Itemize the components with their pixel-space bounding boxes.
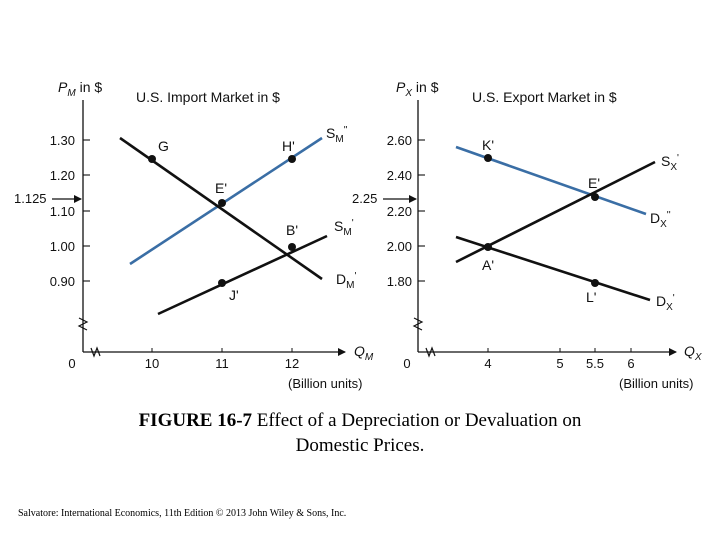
export-equilibrium-price-label: 2.25 [352,191,377,206]
export-market-panel: PX in $ U.S. Export Market in $ 2.60 2.4… [352,79,702,391]
export-x-tick-label: 6 [627,356,634,371]
export-x-axis-break [425,346,436,358]
import-point-label-j-prime: J' [229,287,239,303]
export-y-ticks [418,139,425,282]
export-origin-label: 0 [403,356,410,371]
export-y-tick-label: 2.60 [387,133,412,148]
export-point-l-prime [591,279,599,287]
import-y-tick-label: 1.00 [50,239,75,254]
export-point-k-prime [484,154,492,162]
import-point-label-g: G [158,138,169,154]
import-x-unit-label: (Billion units) [288,376,362,391]
import-x-tick-label: 11 [215,356,229,371]
export-x-unit-label: (Billion units) [619,376,693,391]
import-point-label-h-prime: H' [282,138,295,154]
import-point-label-e-prime: E' [215,180,227,196]
import-equilibrium-price-label: 1.125 [14,191,47,206]
import-point-h-prime [288,155,296,163]
export-curve-label-s-x-prime: SX' [661,153,679,173]
import-x-axis-break [90,346,101,358]
import-supply-curve-s-m-prime [157,234,328,316]
import-origin-label: 0 [68,356,75,371]
import-x-axis-label: QM [354,343,374,363]
figure-number: FIGURE 16-7 [138,410,253,431]
import-point-e-prime [218,199,226,207]
import-curve-label-d-m-prime: DM' [336,271,356,291]
import-x-tick-label: 10 [145,356,159,371]
import-curve-label-s-m-double-prime: SM'' [326,125,348,145]
export-y-tick-label: 2.00 [387,239,412,254]
import-y-tick-label: 1.10 [50,204,75,219]
import-point-label-b-prime: B' [286,222,298,238]
import-y-tick-label: 1.20 [50,168,75,183]
import-y-tick-label: 0.90 [50,274,75,289]
export-x-axis-label: QX [684,343,702,363]
export-y-tick-label: 2.40 [387,168,412,183]
export-point-e-prime [591,193,599,201]
export-point-label-l-prime: L' [586,289,596,305]
figure-caption: FIGURE 16-7 Effect of a Depreciation or … [0,408,720,458]
import-y-axis-label: PM in $ [58,79,102,99]
export-chart-title: U.S. Export Market in $ [472,89,617,105]
export-x-tick-label: 4 [484,356,491,371]
export-y-axis-break [412,317,424,331]
caption-line-2: Domestic Prices. [295,435,425,456]
import-point-g [148,155,156,163]
export-y-tick-label: 1.80 [387,274,412,289]
import-x-tick-label: 12 [285,356,299,371]
export-y-axis-label: PX in $ [396,79,439,99]
export-y-tick-label: 2.20 [387,204,412,219]
copyright-credit: Salvatore: International Economics, 11th… [18,508,347,519]
export-curve-label-d-x-prime: DX' [656,293,675,313]
import-chart-title: U.S. Import Market in $ [136,89,280,105]
export-x-tick-label: 5.5 [586,356,604,371]
import-market-panel: PM in $ U.S. Import Market in $ 1.30 1.2… [14,79,374,391]
caption-line-1: Effect of a Depreciation or Devaluation … [252,410,582,431]
export-x-tick-label: 5 [556,356,563,371]
import-y-tick-label: 1.30 [50,133,75,148]
import-curve-label-s-m-prime: SM' [334,218,354,238]
export-point-label-e-prime: E' [588,175,600,191]
import-y-axis-break [77,317,89,331]
import-point-b-prime [288,243,296,251]
export-point-label-k-prime: K' [482,137,494,153]
import-y-ticks [83,139,90,282]
import-point-j-prime [218,279,226,287]
export-curve-label-d-x-double-prime: DX'' [650,210,671,230]
export-point-a-prime [484,243,492,251]
export-point-label-a-prime: A' [482,257,494,273]
